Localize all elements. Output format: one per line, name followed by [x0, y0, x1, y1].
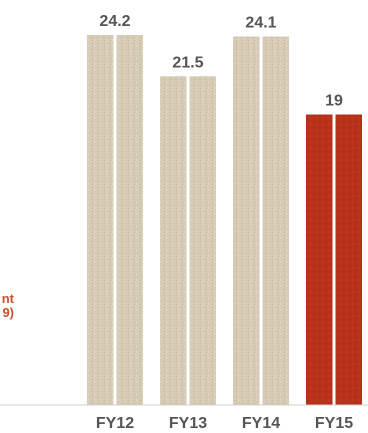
side-note-line1: nt — [1, 291, 14, 306]
bar-fy15 — [306, 114, 362, 405]
tick-label-fy13: FY13 — [169, 415, 207, 432]
bar-fy14 — [233, 36, 289, 405]
value-label-fy15: 19 — [325, 93, 343, 110]
bar-fy12 — [87, 35, 143, 405]
value-label-fy14: 24.1 — [245, 15, 276, 32]
side-note-line2: 9) — [2, 305, 14, 320]
bar-fy13 — [160, 76, 216, 405]
value-label-fy12: 24.2 — [99, 13, 130, 30]
tick-label-fy15: FY15 — [315, 415, 353, 432]
value-label-fy13: 21.5 — [172, 54, 203, 71]
side-note: nt 9) — [0, 292, 14, 320]
tick-label-fy12: FY12 — [96, 415, 134, 432]
tick-label-fy14: FY14 — [242, 415, 280, 432]
